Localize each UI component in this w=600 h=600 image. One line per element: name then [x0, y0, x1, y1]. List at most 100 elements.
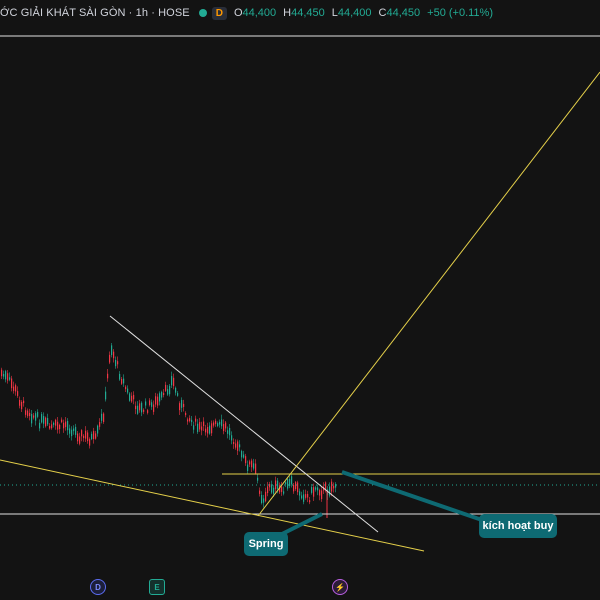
- candle: [303, 494, 305, 502]
- candle: [287, 478, 289, 489]
- candle: [307, 493, 309, 498]
- candle: [55, 419, 57, 426]
- candle: [289, 479, 291, 486]
- candle: [309, 500, 311, 503]
- candle: [163, 393, 165, 396]
- candle: [249, 461, 251, 465]
- candle: [165, 384, 167, 391]
- candle: [97, 425, 99, 434]
- candle: [107, 373, 109, 379]
- candle: [149, 400, 151, 406]
- dividend-marker-icon[interactable]: D: [90, 579, 106, 595]
- candle: [255, 463, 257, 474]
- candle: [251, 460, 253, 468]
- candle: [69, 428, 71, 434]
- candle: [99, 422, 101, 427]
- candle: [81, 430, 83, 437]
- candle: [171, 376, 173, 386]
- candle: [325, 482, 327, 491]
- candle: [157, 396, 159, 406]
- candle: [261, 494, 263, 504]
- candle: [273, 487, 275, 494]
- candle: [237, 441, 239, 451]
- candle: [327, 489, 329, 496]
- candle: [203, 421, 205, 427]
- candle: [269, 484, 271, 488]
- trendline-breakout[interactable]: [257, 71, 600, 517]
- candle: [113, 351, 115, 359]
- candle: [227, 430, 229, 434]
- candle: [209, 425, 211, 434]
- candle: [61, 419, 63, 423]
- candle: [193, 425, 195, 430]
- candle: [295, 482, 297, 490]
- candle: [235, 443, 237, 448]
- candle: [143, 409, 145, 412]
- candle: [19, 399, 21, 406]
- candle: [161, 391, 163, 398]
- candle: [147, 410, 149, 413]
- candle: [43, 416, 45, 424]
- candle: [65, 421, 67, 427]
- candle: [263, 498, 265, 503]
- candle: [279, 485, 281, 493]
- candle: [191, 419, 193, 423]
- earnings-marker-icon[interactable]: E: [149, 579, 165, 595]
- trendline-lower-channel[interactable]: [0, 459, 425, 552]
- candle: [25, 410, 27, 415]
- candle: [51, 424, 53, 429]
- candle: [189, 418, 191, 422]
- candle: [201, 426, 203, 431]
- candle: [47, 418, 49, 425]
- candle: [195, 418, 197, 422]
- candle: [121, 379, 123, 384]
- candle: [135, 405, 137, 410]
- candle: [129, 393, 131, 401]
- candle: [123, 378, 125, 384]
- candle: [267, 486, 269, 494]
- change-value: +50 (+0.11%): [427, 7, 493, 19]
- candle: [253, 463, 255, 469]
- candle: [145, 401, 147, 406]
- annotation-spring[interactable]: Spring: [244, 532, 288, 556]
- candle: [183, 403, 185, 407]
- candle: [1, 369, 3, 377]
- candle: [313, 487, 315, 497]
- candle: [315, 487, 317, 490]
- candle: [187, 419, 189, 422]
- close-key: C: [378, 7, 387, 19]
- candle: [93, 431, 95, 440]
- candle: [105, 391, 107, 400]
- candle: [57, 421, 59, 430]
- candle: [133, 394, 135, 400]
- candle: [329, 486, 331, 496]
- candle: [319, 490, 321, 496]
- candle: [3, 373, 5, 377]
- candle: [9, 377, 11, 380]
- open-value: 44,400: [242, 7, 277, 19]
- candle: [155, 396, 157, 405]
- symbol-title[interactable]: ỚC GIẢI KHÁT SÀI GÒN · 1h · HOSE: [0, 7, 190, 19]
- candle: [311, 487, 313, 493]
- candle: [125, 386, 127, 390]
- candle: [221, 419, 223, 427]
- candle: [259, 490, 261, 494]
- annotation-buy-trigger[interactable]: kích hoạt buy: [479, 514, 557, 538]
- split-marker-icon[interactable]: ⚡: [332, 579, 348, 595]
- candle: [215, 420, 217, 424]
- candle: [151, 402, 153, 407]
- candle: [281, 486, 283, 492]
- candle: [153, 404, 155, 412]
- candle: [265, 491, 267, 502]
- candle: [63, 422, 65, 429]
- low-value: 44,400: [337, 7, 372, 19]
- trendline-downtrend[interactable]: [109, 315, 379, 533]
- candle: [45, 417, 47, 427]
- data-badge[interactable]: D: [211, 6, 227, 20]
- candle: [11, 378, 13, 389]
- high-value: 44,450: [291, 7, 325, 19]
- candle: [27, 410, 29, 417]
- candlestick-series: [1, 343, 337, 518]
- symbol-legend: ỚC GIẢI KHÁT SÀI GÒN · 1h · HOSE D O44,4…: [0, 0, 495, 26]
